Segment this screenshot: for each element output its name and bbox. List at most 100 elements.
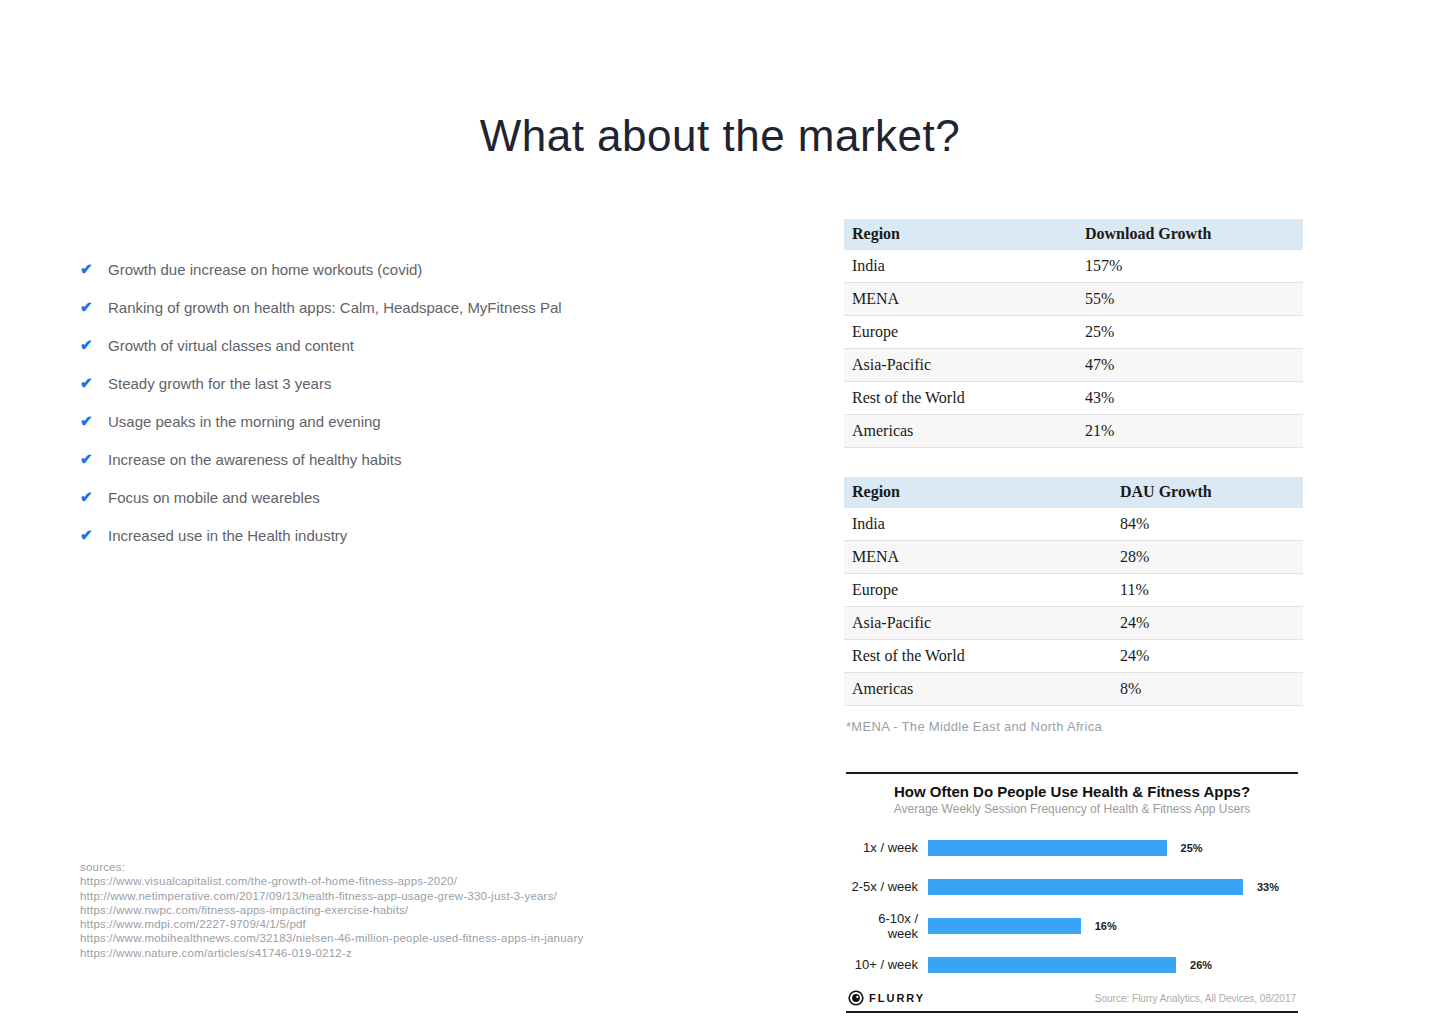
bullet-item: ✔Focus on mobile and wearebles (80, 478, 720, 516)
check-icon: ✔ (80, 450, 108, 468)
bullet-item: ✔Growth due increase on home workouts (c… (80, 250, 720, 288)
bullet-text: Focus on mobile and wearebles (108, 489, 320, 506)
source-url: http://www.netimperative.com/2017/09/13/… (80, 889, 583, 903)
bullet-text: Growth of virtual classes and content (108, 337, 354, 354)
source-url: https://www.nature.com/articles/s41746-0… (80, 946, 583, 960)
region-cell: Rest of the World (844, 382, 1077, 415)
value-cell: 25% (1077, 316, 1303, 349)
value-cell: 47% (1077, 349, 1303, 382)
column-header: DAU Growth (1112, 477, 1303, 508)
table-row: Americas8% (844, 673, 1303, 706)
value-cell: 11% (1112, 574, 1303, 607)
bar-row: 6-10x / week 16% (846, 906, 1298, 945)
value-cell: 28% (1112, 541, 1303, 574)
check-icon: ✔ (80, 336, 108, 354)
bar-category-label: 1x / week (846, 840, 918, 855)
chart-title: How Often Do People Use Health & Fitness… (846, 783, 1298, 800)
region-cell: Americas (844, 673, 1112, 706)
table-row: Asia-Pacific47% (844, 349, 1303, 382)
chart-subtitle: Average Weekly Session Frequency of Heal… (846, 802, 1298, 816)
bullet-list: ✔Growth due increase on home workouts (c… (80, 250, 720, 554)
source-url: https://www.mobihealthnews.com/32183/nie… (80, 931, 583, 945)
value-cell: 55% (1077, 283, 1303, 316)
bullet-item: ✔Growth of virtual classes and content (80, 326, 720, 364)
region-cell: MENA (844, 283, 1077, 316)
region-cell: Americas (844, 415, 1077, 448)
bullet-text: Steady growth for the last 3 years (108, 375, 331, 392)
sources-block: sources:https://www.visualcapitalist.com… (80, 860, 583, 960)
region-cell: Europe (844, 574, 1112, 607)
bar-category-label: 10+ / week (846, 957, 918, 972)
table-row: Americas21% (844, 415, 1303, 448)
bar-row: 1x / week 25% (846, 828, 1298, 867)
flurry-logo-icon (848, 990, 864, 1006)
bar-category-label: 2-5x / week (846, 879, 918, 894)
dau-growth-table-block: RegionDAU GrowthIndia84%MENA28%Europe11%… (844, 477, 1303, 706)
check-icon: ✔ (80, 260, 108, 278)
region-cell: MENA (844, 541, 1112, 574)
source-url: https://www.mdpi.com/2227-9709/4/1/5/pdf (80, 917, 583, 931)
column-header: Region (844, 477, 1112, 508)
bullet-item: ✔Increase on the awareness of healthy ha… (80, 440, 720, 478)
check-icon: ✔ (80, 526, 108, 544)
check-icon: ✔ (80, 298, 108, 316)
table-row: Rest of the World43% (844, 382, 1303, 415)
table-row: MENA55% (844, 283, 1303, 316)
bar-row: 2-5x / week 33% (846, 867, 1298, 906)
download-growth-table-block: RegionDownload GrowthIndia157%MENA55%Eur… (844, 219, 1303, 448)
table-header-row: RegionDownload Growth (844, 219, 1303, 250)
sources-label: sources: (80, 860, 583, 874)
page-title: What about the market? (0, 111, 1440, 161)
value-cell: 21% (1077, 415, 1303, 448)
value-cell: 24% (1112, 640, 1303, 673)
bar-value-label: 25% (1181, 842, 1203, 854)
bar-category-label: 6-10x / week (846, 911, 918, 941)
bullet-item: ✔Increased use in the Health industry (80, 516, 720, 554)
bullet-item: ✔Usage peaks in the morning and evening (80, 402, 720, 440)
source-url: https://www.nwpc.com/fitness-apps-impact… (80, 903, 583, 917)
flurry-logo-text: FLURRY (869, 992, 925, 1004)
bar-value-label: 26% (1190, 959, 1212, 971)
value-cell: 43% (1077, 382, 1303, 415)
check-icon: ✔ (80, 488, 108, 506)
mena-footnote: *MENA - The Middle East and North Africa (846, 719, 1102, 734)
table-row: Asia-Pacific24% (844, 607, 1303, 640)
table-row: Rest of the World24% (844, 640, 1303, 673)
region-cell: India (844, 250, 1077, 283)
value-cell: 8% (1112, 673, 1303, 706)
check-icon: ✔ (80, 412, 108, 430)
chart-footer: FLURRY Source: Flurry Analytics, All Dev… (848, 990, 1296, 1006)
chart-source-caption: Source: Flurry Analytics, All Devices, 0… (1095, 993, 1296, 1004)
region-cell: Rest of the World (844, 640, 1112, 673)
bullet-text: Usage peaks in the morning and evening (108, 413, 381, 430)
region-table: RegionDAU GrowthIndia84%MENA28%Europe11%… (844, 477, 1303, 706)
bullet-text: Increase on the awareness of healthy hab… (108, 451, 402, 468)
chart-bars: 1x / week 25% 2-5x / week 33% 6-10x / week 16… (846, 828, 1298, 984)
bar (928, 879, 1243, 895)
bullet-text: Increased use in the Health industry (108, 527, 347, 544)
region-cell: Europe (844, 316, 1077, 349)
region-cell: India (844, 508, 1112, 541)
check-icon: ✔ (80, 374, 108, 392)
region-cell: Asia-Pacific (844, 607, 1112, 640)
bar (928, 918, 1081, 934)
bar (928, 840, 1167, 856)
value-cell: 24% (1112, 607, 1303, 640)
table-row: MENA28% (844, 541, 1303, 574)
bar-value-label: 33% (1257, 881, 1279, 893)
flurry-logo: FLURRY (848, 990, 925, 1006)
region-table: RegionDownload GrowthIndia157%MENA55%Eur… (844, 219, 1303, 448)
column-header: Download Growth (1077, 219, 1303, 250)
bar-value-label: 16% (1095, 920, 1117, 932)
usage-frequency-chart: How Often Do People Use Health & Fitness… (846, 772, 1298, 1013)
source-url: https://www.visualcapitalist.com/the-gro… (80, 874, 583, 888)
table-row: Europe25% (844, 316, 1303, 349)
table-row: India157% (844, 250, 1303, 283)
table-header-row: RegionDAU Growth (844, 477, 1303, 508)
value-cell: 157% (1077, 250, 1303, 283)
bullet-item: ✔Steady growth for the last 3 years (80, 364, 720, 402)
table-row: Europe11% (844, 574, 1303, 607)
bar (928, 957, 1176, 973)
region-cell: Asia-Pacific (844, 349, 1077, 382)
bar-row: 10+ / week 26% (846, 945, 1298, 984)
